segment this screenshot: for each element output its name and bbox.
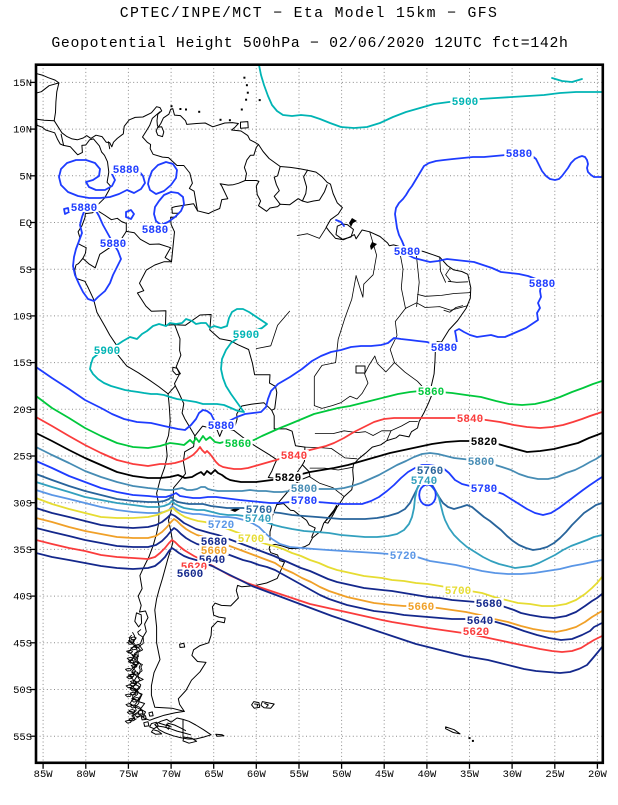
svg-text:85W: 85W xyxy=(34,769,54,781)
svg-text:15N: 15N xyxy=(13,78,32,90)
svg-text:45W: 45W xyxy=(375,769,395,781)
svg-text:EQ: EQ xyxy=(19,218,32,230)
svg-text:5620: 5620 xyxy=(463,627,489,639)
svg-text:5880: 5880 xyxy=(529,279,555,291)
svg-text:5900: 5900 xyxy=(94,346,120,358)
svg-text:5760: 5760 xyxy=(417,466,443,478)
svg-text:5880: 5880 xyxy=(208,421,234,433)
svg-text:20S: 20S xyxy=(13,405,32,417)
svg-text:5840: 5840 xyxy=(457,414,483,426)
svg-text:5820: 5820 xyxy=(471,437,497,449)
svg-text:25S: 25S xyxy=(13,452,32,464)
svg-text:5720: 5720 xyxy=(208,520,234,532)
svg-text:30S: 30S xyxy=(13,498,32,510)
svg-text:5880: 5880 xyxy=(71,203,97,215)
svg-text:80W: 80W xyxy=(76,769,96,781)
svg-text:5640: 5640 xyxy=(467,616,493,628)
svg-text:5780: 5780 xyxy=(291,496,317,508)
svg-text:10N: 10N xyxy=(13,125,32,137)
svg-text:40S: 40S xyxy=(13,592,32,604)
svg-text:5680: 5680 xyxy=(476,599,502,611)
svg-text:70W: 70W xyxy=(162,769,182,781)
svg-text:5660: 5660 xyxy=(408,602,434,614)
svg-text:40W: 40W xyxy=(417,769,437,781)
svg-text:5780: 5780 xyxy=(471,484,497,496)
svg-text:5900: 5900 xyxy=(452,97,478,109)
svg-text:60W: 60W xyxy=(247,769,267,781)
svg-text:Geopotential Height 500hPa − 0: Geopotential Height 500hPa − 02/06/2020 … xyxy=(51,36,568,52)
svg-text:55W: 55W xyxy=(290,769,310,781)
svg-text:75W: 75W xyxy=(119,769,139,781)
svg-text:5880: 5880 xyxy=(394,247,420,259)
svg-text:5900: 5900 xyxy=(233,330,259,342)
svg-text:5880: 5880 xyxy=(113,165,139,177)
svg-text:5800: 5800 xyxy=(291,484,317,496)
svg-text:5800: 5800 xyxy=(468,457,494,469)
svg-text:5860: 5860 xyxy=(418,387,444,399)
svg-text:50S: 50S xyxy=(13,685,32,697)
svg-text:5600: 5600 xyxy=(177,569,203,581)
svg-text:55S: 55S xyxy=(13,732,32,744)
svg-text:25W: 25W xyxy=(545,769,565,781)
svg-text:CPTEC/INPE/MCT − Eta Model 15: CPTEC/INPE/MCT − Eta Model 15km − GFS xyxy=(120,6,499,22)
svg-text:5S: 5S xyxy=(19,265,32,277)
svg-text:65W: 65W xyxy=(204,769,224,781)
svg-text:5700: 5700 xyxy=(238,534,264,546)
svg-text:5880: 5880 xyxy=(431,343,457,355)
svg-text:5740: 5740 xyxy=(245,514,271,526)
svg-text:5720: 5720 xyxy=(390,551,416,563)
svg-text:45S: 45S xyxy=(13,638,32,650)
svg-text:35S: 35S xyxy=(13,545,32,557)
svg-text:5880: 5880 xyxy=(100,239,126,251)
svg-text:5840: 5840 xyxy=(281,451,307,463)
svg-text:5860: 5860 xyxy=(225,439,251,451)
svg-text:5880: 5880 xyxy=(506,149,532,161)
svg-text:5740: 5740 xyxy=(411,476,437,488)
svg-text:35W: 35W xyxy=(460,769,480,781)
svg-text:30W: 30W xyxy=(503,769,523,781)
svg-text:50W: 50W xyxy=(332,769,352,781)
svg-text:5880: 5880 xyxy=(142,225,168,237)
svg-text:5820: 5820 xyxy=(275,473,301,485)
svg-text:20W: 20W xyxy=(588,769,608,781)
svg-text:5700: 5700 xyxy=(445,586,471,598)
svg-text:15S: 15S xyxy=(13,358,32,370)
svg-text:5N: 5N xyxy=(19,171,32,183)
svg-text:10S: 10S xyxy=(13,312,32,324)
